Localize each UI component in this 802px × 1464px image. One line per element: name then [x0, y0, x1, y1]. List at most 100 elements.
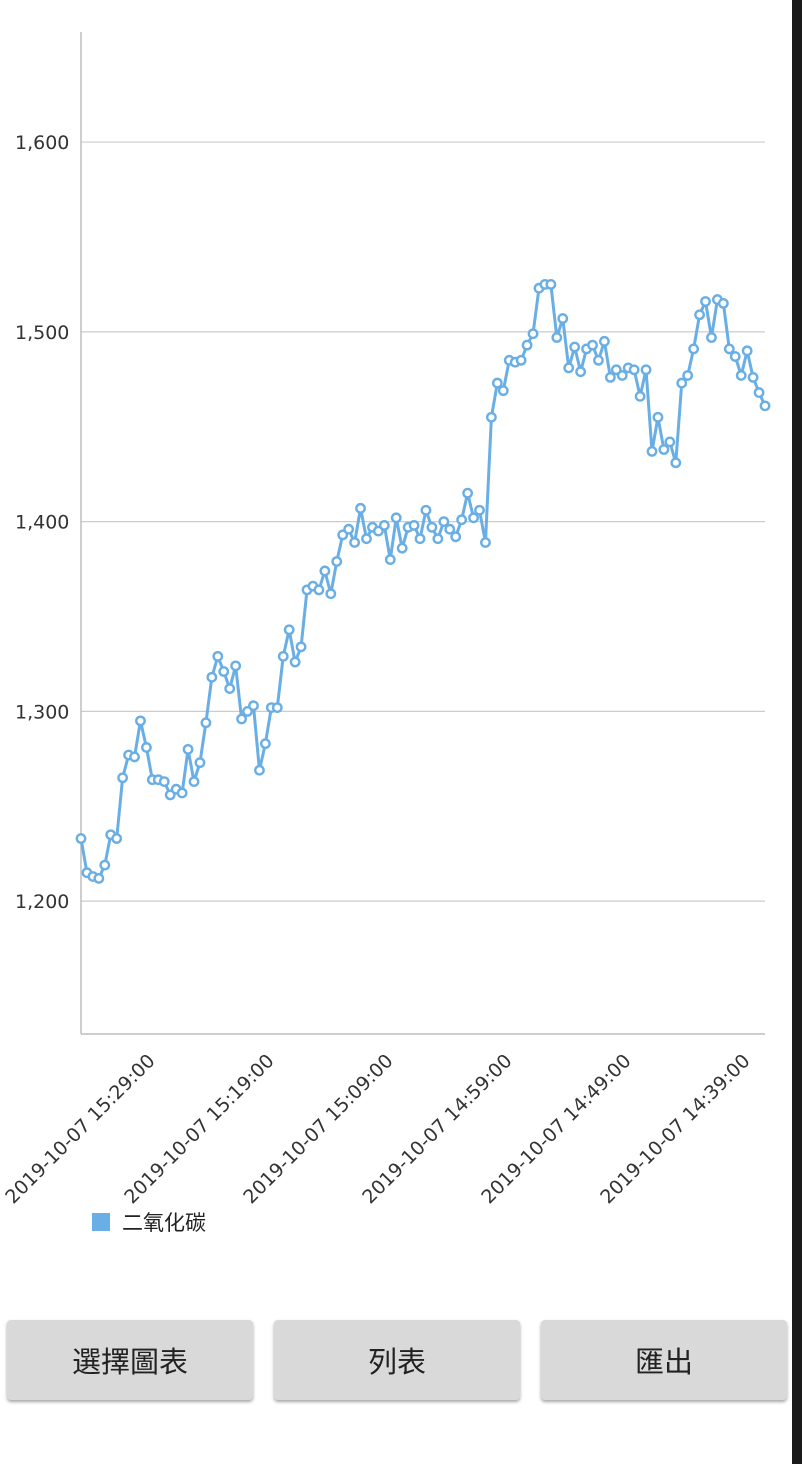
data-point — [723, 343, 735, 355]
data-point — [283, 624, 295, 636]
data-point — [206, 671, 218, 683]
data-point — [575, 366, 587, 378]
data-point — [640, 364, 652, 376]
y-tick-label: 1,300 — [15, 701, 69, 723]
data-point — [325, 588, 337, 600]
data-point — [111, 833, 123, 844]
data-point — [277, 650, 289, 662]
data-point — [331, 556, 343, 567]
list-button[interactable]: 列表 — [274, 1320, 520, 1400]
data-point — [480, 537, 491, 548]
data-point — [313, 584, 325, 596]
data-point — [474, 504, 485, 516]
legend-label: 二氧化碳 — [122, 1211, 206, 1235]
y-tick-label: 1,600 — [15, 132, 69, 154]
data-point — [634, 390, 646, 402]
data-point — [194, 757, 206, 769]
data-point — [378, 520, 390, 531]
legend-swatch — [92, 1213, 110, 1231]
data-point — [224, 683, 236, 695]
data-point — [747, 371, 759, 383]
data-point — [658, 444, 670, 455]
data-point — [485, 411, 497, 423]
data-point — [593, 354, 604, 366]
data-point — [551, 332, 563, 343]
data-point — [349, 537, 360, 548]
data-point — [462, 487, 474, 499]
data-point — [182, 743, 194, 755]
data-point — [521, 339, 533, 351]
data-point — [319, 565, 331, 577]
export-button[interactable]: 匯出 — [541, 1320, 787, 1400]
data-point — [200, 717, 212, 729]
data-point — [616, 370, 628, 381]
data-point — [432, 533, 444, 545]
line-chart: 1,200 1,300 1,400 1,500 1,600 2019-10-07 15:… — [1, 32, 771, 1208]
data-point — [426, 521, 438, 533]
data-point — [444, 523, 456, 535]
data-point — [99, 859, 111, 871]
data-point — [408, 520, 420, 531]
data-point — [670, 457, 682, 469]
data-point — [390, 512, 402, 524]
data-point — [599, 335, 610, 347]
data-point — [141, 742, 152, 753]
data-point — [700, 296, 711, 307]
data-point — [729, 351, 741, 362]
data-point — [384, 554, 396, 565]
data-point — [230, 660, 242, 672]
chart-canvas: 1,200 1,300 1,400 1,500 1,600 2019-10-07 15:… — [1, 32, 771, 1208]
data-point — [569, 341, 581, 353]
data-point — [456, 514, 468, 526]
data-point — [628, 364, 640, 376]
data-point — [289, 656, 301, 668]
y-tick-label: 1,200 — [15, 891, 69, 913]
data-point — [491, 377, 503, 389]
data-point — [75, 833, 87, 844]
data-point — [361, 533, 372, 545]
select-chart-button[interactable]: 選擇圖表 — [7, 1320, 253, 1400]
data-point — [135, 715, 146, 727]
window-edge — [792, 0, 802, 1464]
data-point — [93, 872, 105, 884]
data-point — [741, 345, 753, 357]
data-point — [117, 772, 129, 784]
data-point — [420, 504, 432, 516]
data-point — [129, 751, 140, 763]
data-point — [735, 370, 747, 381]
data-point — [158, 776, 170, 788]
data-point — [587, 339, 598, 351]
data-point — [355, 502, 366, 514]
y-tick-labels: 1,200 1,300 1,400 1,500 1,600 — [15, 132, 69, 913]
data-point — [212, 650, 224, 662]
data-point — [706, 332, 717, 343]
data-point — [271, 702, 283, 713]
data-point — [664, 436, 676, 448]
data-point — [295, 641, 307, 653]
data-point — [468, 512, 479, 524]
data-point — [236, 713, 247, 725]
y-tick-label: 1,400 — [15, 512, 69, 534]
data-points — [75, 278, 771, 884]
data-point — [753, 387, 765, 398]
data-point — [497, 385, 509, 397]
data-point — [515, 354, 527, 366]
data-point — [682, 370, 694, 381]
data-point — [259, 738, 271, 750]
data-point — [652, 411, 664, 423]
data-point — [646, 445, 658, 457]
data-point — [188, 776, 200, 788]
data-point — [396, 542, 408, 554]
y-tick-label: 1,500 — [15, 322, 69, 344]
data-point — [688, 343, 700, 355]
data-point — [248, 700, 259, 712]
data-point — [343, 523, 355, 535]
data-point — [545, 278, 557, 290]
data-point — [438, 516, 450, 528]
data-point — [557, 313, 569, 324]
data-point — [254, 764, 265, 776]
button-bar: 選擇圖表 列表 匯出 — [0, 1310, 792, 1410]
data-point — [218, 666, 230, 677]
data-point — [563, 362, 575, 374]
